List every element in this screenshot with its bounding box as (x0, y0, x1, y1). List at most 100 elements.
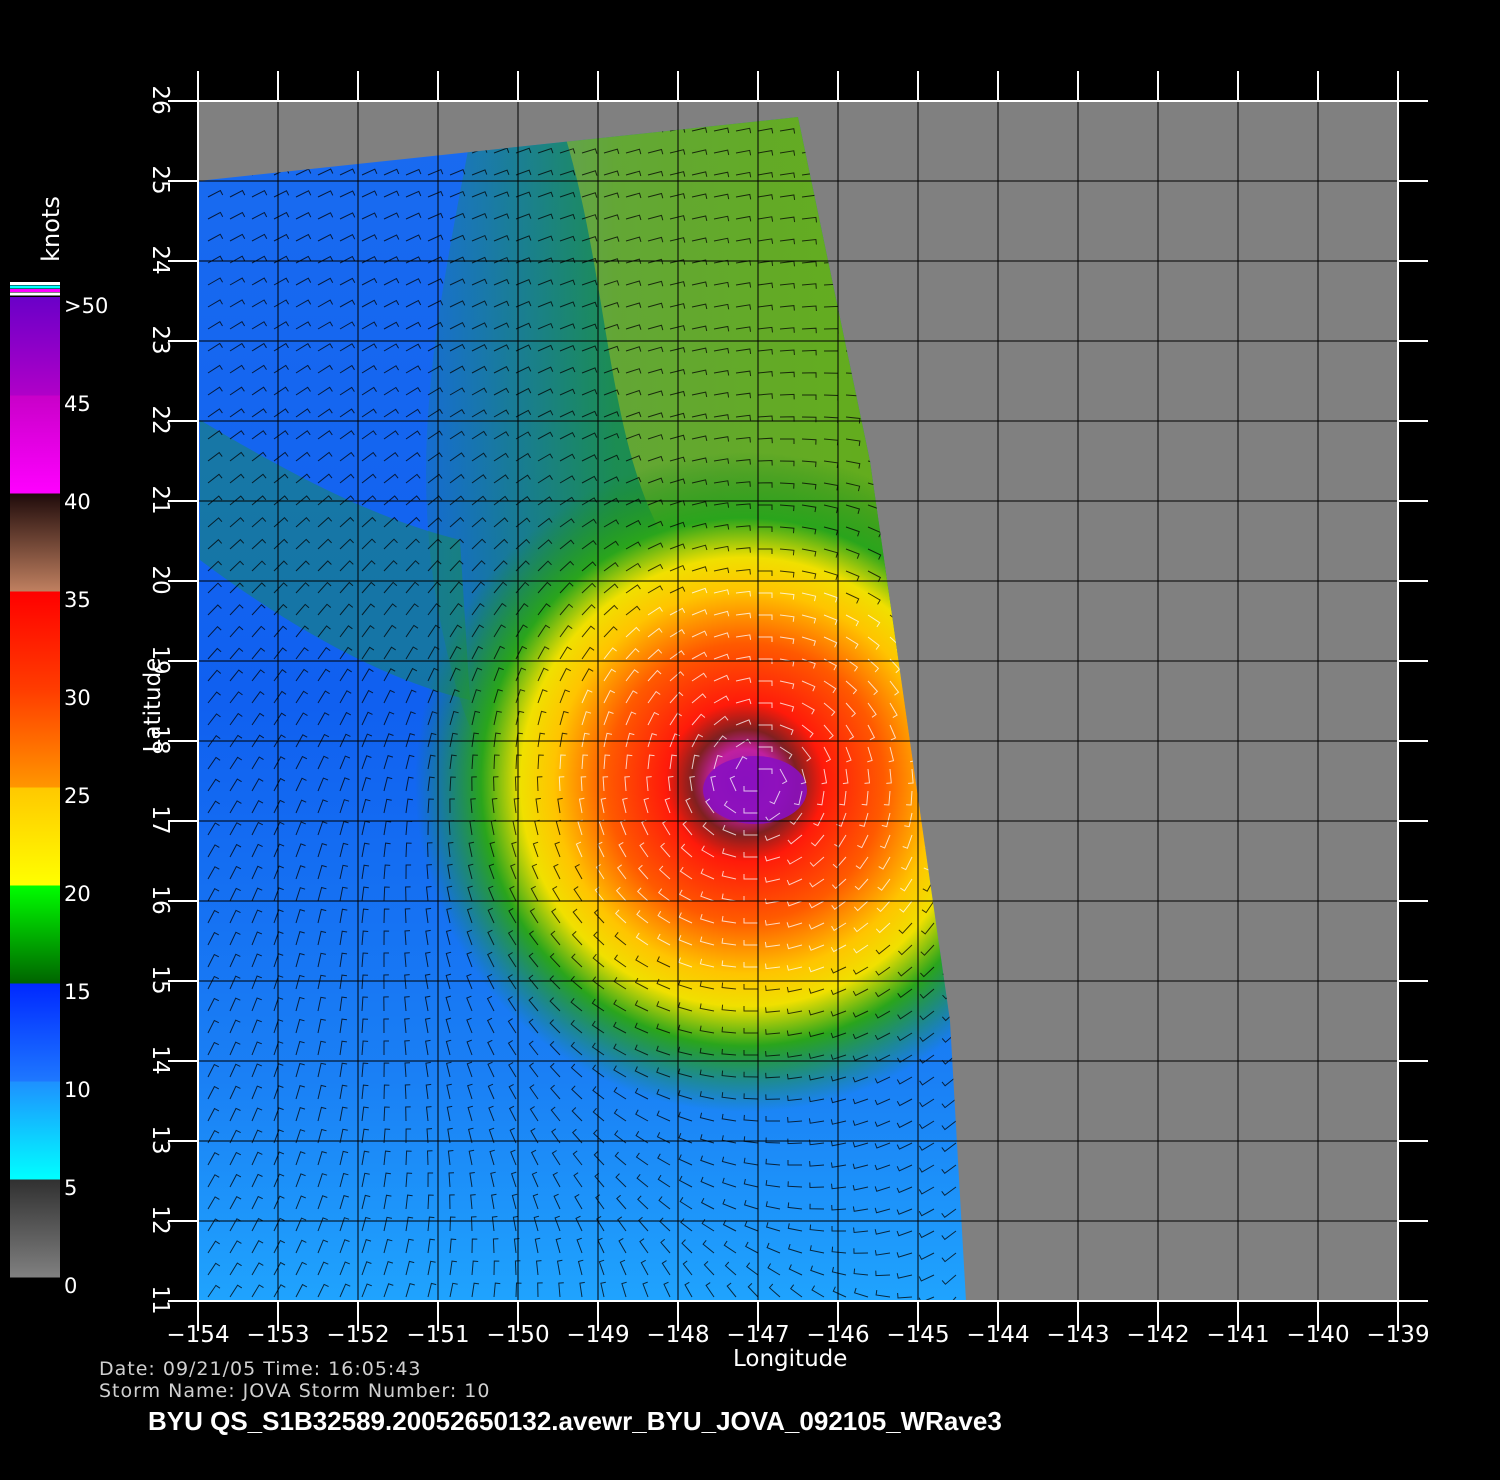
wind-barb (251, 997, 262, 1012)
wind-barb (339, 516, 355, 528)
wind-barb (317, 952, 327, 968)
wind-barb (405, 776, 414, 792)
wind-barb (361, 625, 375, 638)
wind-barb (908, 768, 914, 784)
wind-barb (656, 1023, 671, 1034)
wind-barb (722, 1177, 737, 1188)
wind-barb (493, 431, 510, 440)
wind-barb (669, 456, 686, 463)
wind-barb (941, 1208, 957, 1218)
wind-barb (528, 996, 539, 1012)
wind-barb (273, 560, 288, 572)
wind-barb (635, 955, 649, 968)
wind-barb (735, 171, 752, 178)
wind-barb (875, 944, 891, 955)
wind-barb (427, 711, 438, 726)
wind-barb (229, 1173, 242, 1188)
wind-barb (691, 369, 708, 376)
wind-barb (487, 885, 495, 902)
wind-barb (852, 1010, 869, 1018)
wind-barb (603, 192, 620, 198)
wind-barb (679, 866, 693, 880)
wind-barb (691, 391, 708, 398)
wind-barb (779, 216, 796, 223)
wind-barb (595, 1194, 605, 1210)
wind-barb (405, 646, 418, 660)
wind-barb (445, 1039, 452, 1056)
wind-barb (678, 1154, 693, 1166)
wind-barb (713, 695, 730, 704)
colorbar-cap (10, 282, 60, 285)
wind-barb (317, 712, 330, 726)
wind-barb (487, 907, 495, 924)
wind-barb (427, 1194, 434, 1210)
wind-barb (361, 365, 377, 374)
wind-barb (295, 430, 311, 440)
wind-barb (361, 646, 375, 660)
wind-barb (295, 1018, 305, 1034)
wind-barb (779, 570, 795, 578)
wind-barb (229, 342, 246, 352)
wind-barb (251, 451, 267, 462)
wind-barb (339, 364, 355, 374)
wind-barb (852, 1206, 869, 1212)
wind-barb (207, 277, 224, 286)
wind-barb (845, 746, 852, 763)
wind-barb (405, 1172, 413, 1188)
wind-barb (493, 754, 500, 770)
wind-barb (764, 941, 781, 948)
wind-barb (581, 279, 598, 286)
wind-barb (251, 386, 267, 396)
wind-barb (339, 1194, 349, 1210)
wind-barb (581, 689, 593, 704)
wind-barb (515, 495, 531, 506)
wind-barb (427, 1260, 436, 1276)
wind-barb (361, 234, 378, 242)
wind-barb (786, 900, 803, 907)
wind-barb (295, 843, 306, 858)
wind-barb (721, 1092, 737, 1100)
wind-barb (593, 1151, 605, 1166)
wind-barb (618, 841, 627, 858)
wind-barb (702, 1239, 715, 1254)
wind-barb (603, 389, 620, 396)
wind-barb (361, 1084, 369, 1100)
wind-barb (647, 170, 664, 177)
wind-barb (831, 922, 847, 932)
wind-barb (493, 235, 510, 242)
wind-barb (427, 776, 435, 792)
wind-barb (537, 410, 554, 418)
wind-barb (832, 1286, 847, 1298)
wind-barb (361, 321, 378, 330)
wind-barb (874, 1032, 891, 1041)
wind-barb (581, 625, 596, 638)
wind-barb (251, 1063, 262, 1078)
wind-barb (383, 516, 399, 528)
wind-barb (383, 1106, 390, 1122)
wind-barb (721, 1026, 737, 1034)
wind-barb (735, 525, 751, 531)
wind-barb (207, 713, 221, 726)
wind-barb (639, 1238, 649, 1254)
wind-barb (229, 931, 241, 946)
wind-barb (877, 878, 891, 891)
wind-barb (207, 604, 222, 616)
wind-barb (383, 1260, 394, 1276)
wind-barb (383, 277, 400, 286)
wind-barb (273, 582, 288, 594)
wind-barb (680, 843, 693, 858)
wind-barb (918, 1296, 935, 1301)
wind-barb (405, 278, 422, 286)
wind-barb (765, 1072, 781, 1079)
wind-barb (722, 1219, 737, 1232)
wind-barb (405, 667, 418, 682)
wind-barb (361, 1194, 371, 1210)
wind-barb (636, 1173, 649, 1188)
wind-barb (471, 645, 484, 660)
wind-barb (251, 778, 264, 792)
wind-barb (643, 797, 650, 814)
wind-barb (886, 768, 892, 784)
wind-barb (691, 609, 708, 616)
wind-barb (361, 1283, 372, 1298)
wind-barb (383, 908, 390, 924)
